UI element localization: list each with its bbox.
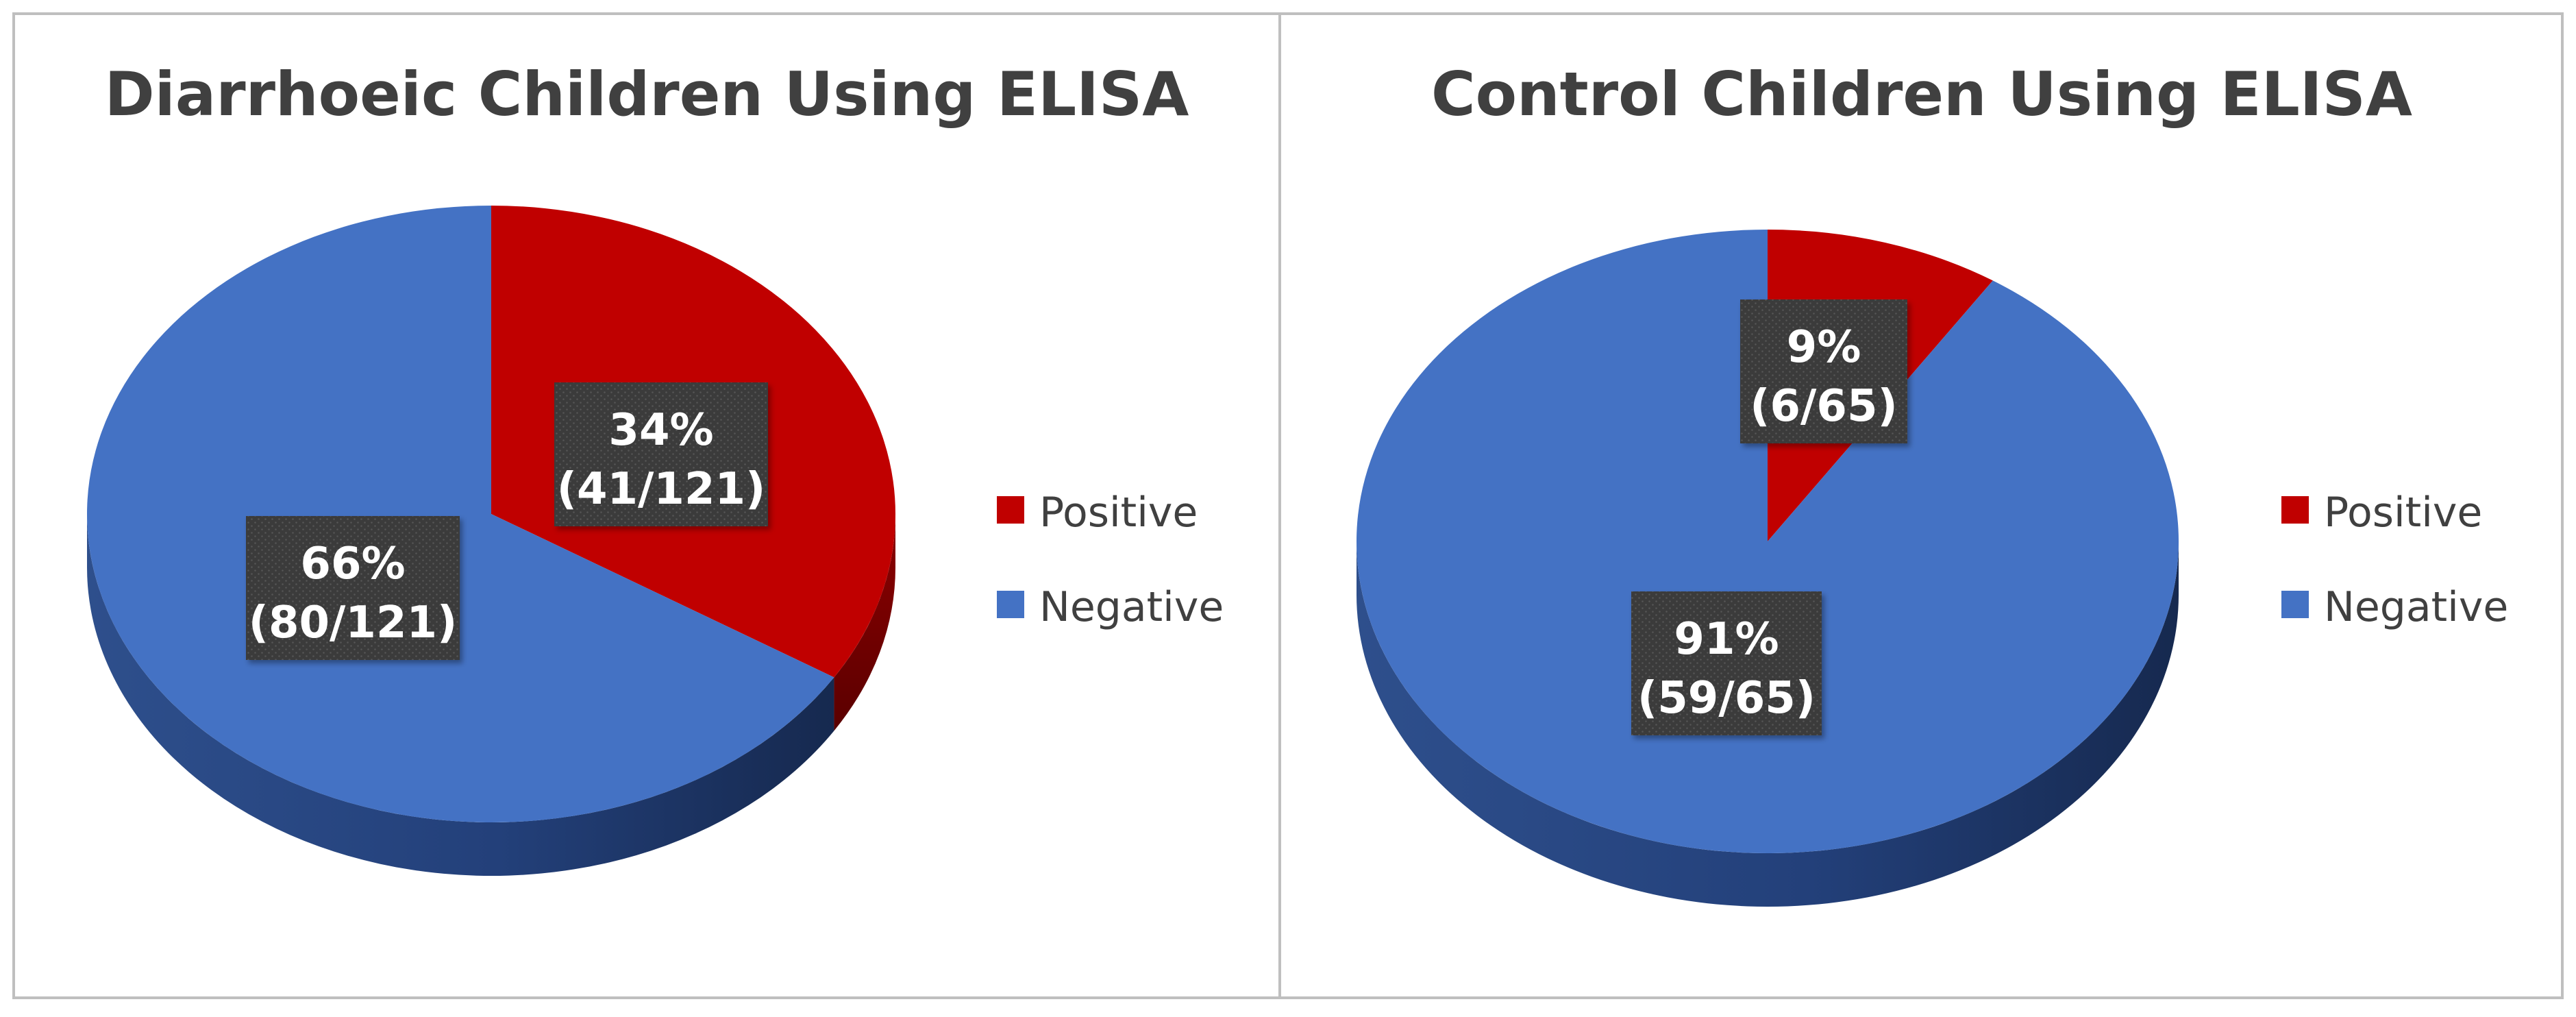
chart-title: Control Children Using ELISA <box>1431 59 2412 130</box>
pie-slice-negative <box>1357 230 2179 854</box>
legend-label: Negative <box>1039 583 1224 631</box>
legend-item-positive: Positive <box>997 489 1198 537</box>
legend-label: Positive <box>1039 489 1198 537</box>
data-label-percent: 34% <box>608 405 713 456</box>
legend-label: Negative <box>2324 583 2508 631</box>
legend-label: Positive <box>2324 489 2482 537</box>
data-labels: 34% (41/121) 66% (80/121) <box>246 382 768 660</box>
pie-side-negative <box>1357 541 2179 907</box>
chart-title: Diarrhoeic Children Using ELISA <box>105 59 1189 130</box>
data-label-count: (80/121) <box>249 598 458 648</box>
data-label-negative: 66% (80/121) <box>246 516 460 660</box>
data-label-percent: 9% <box>1787 322 1861 373</box>
legend-swatch <box>2281 496 2309 524</box>
pie-slice-negative <box>86 206 834 822</box>
data-label-count: (41/121) <box>557 464 766 515</box>
data-label-count: (59/65) <box>1637 673 1816 724</box>
data-label-negative: 91% (59/65) <box>1631 591 1822 735</box>
legend-item-positive: Positive <box>2281 489 2482 537</box>
data-label-percent: 66% <box>300 539 405 589</box>
legend-item-negative: Negative <box>997 583 1224 631</box>
pie-side-negative <box>87 514 834 877</box>
data-label-percent: 91% <box>1674 614 1779 665</box>
legend: Positive Negative <box>2281 489 2508 631</box>
data-label-box <box>246 516 460 660</box>
data-label-positive: 9% (6/65) <box>1740 299 1907 443</box>
legend-item-negative: Negative <box>2281 583 2508 631</box>
legend: Positive Negative <box>997 489 1224 631</box>
data-label-box <box>1631 591 1822 735</box>
data-label-box <box>1740 299 1907 443</box>
legend-swatch <box>997 496 1024 524</box>
data-label-positive: 34% (41/121) <box>554 382 768 526</box>
legend-swatch <box>997 591 1024 618</box>
pie-side-positive <box>834 514 895 731</box>
chart-control: Control Children Using ELISA 9% (6/65) 91%… <box>1357 59 2508 907</box>
legend-swatch <box>2281 591 2309 618</box>
chart-diarrhoeic: Diarrhoeic Children Using ELISA 34% (41/1… <box>86 59 1224 877</box>
data-label-box <box>554 382 768 526</box>
data-labels: 9% (6/65) 91% (59/65) <box>1631 299 1907 735</box>
pie-layer <box>86 206 895 877</box>
data-label-count: (6/65) <box>1750 381 1897 432</box>
